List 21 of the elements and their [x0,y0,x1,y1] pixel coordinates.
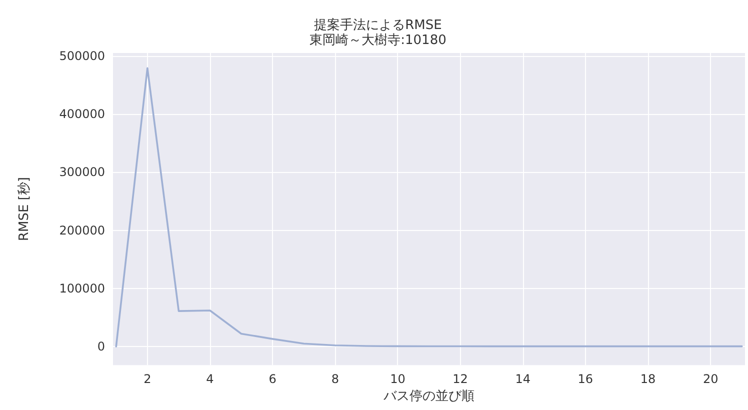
x-tick-label: 12 [452,372,468,386]
y-tick-label: 300000 [59,165,105,180]
y-tick-label: 500000 [59,48,105,63]
x-tick-label: 6 [268,372,276,386]
x-axis-title: バス停の並び順 [382,389,474,404]
y-axis-title: RMSE [秒] [17,177,32,242]
x-tick-label: 18 [640,372,656,386]
y-tick-label: 400000 [59,107,105,122]
x-tick-label: 4 [206,372,214,386]
x-tick-label: 10 [390,372,406,386]
y-tick-label: 0 [97,340,105,354]
x-tick-label: 14 [515,372,530,386]
y-tick-label: 100000 [59,281,105,296]
chart-title: 提案手法によるRMSE [314,17,442,33]
line-series [115,67,743,348]
x-tick-label: 2 [144,372,152,386]
y-tick-label: 200000 [59,223,105,238]
chart-subtitle: 東岡崎～大樹寺:10180 [310,33,446,48]
x-tick-label: 8 [331,372,339,386]
x-tick-label: 16 [578,372,594,386]
x-tick-label: 20 [702,372,718,386]
